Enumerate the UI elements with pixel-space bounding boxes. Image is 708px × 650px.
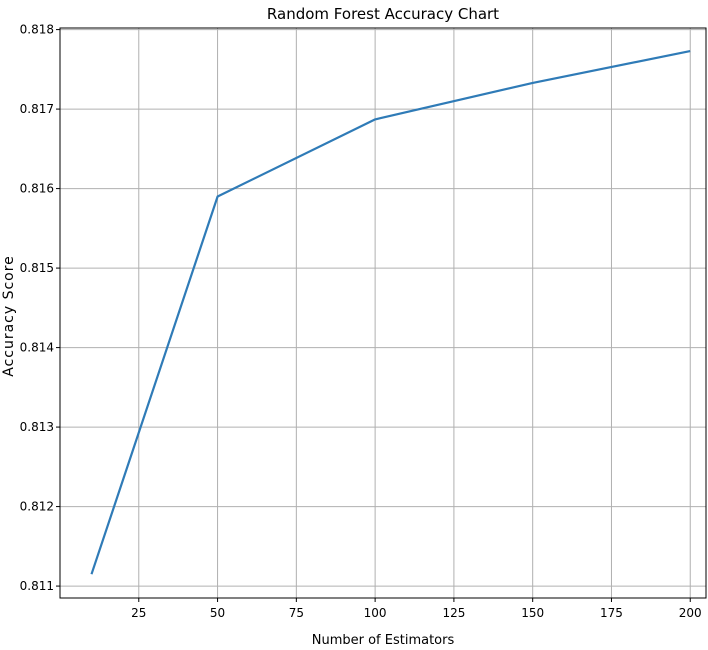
y-tick-label: 0.818 — [20, 23, 54, 37]
grid-lines — [60, 28, 706, 598]
x-tick-label: 100 — [364, 606, 387, 620]
series-layer — [90, 50, 691, 575]
y-tick-label: 0.817 — [20, 102, 54, 116]
y-tick-label: 0.812 — [20, 500, 54, 514]
x-tick-label: 125 — [442, 606, 465, 620]
x-tick-label: 150 — [521, 606, 544, 620]
accuracy-series-line — [90, 50, 691, 575]
x-tick-label: 175 — [600, 606, 623, 620]
x-tick-label: 200 — [679, 606, 702, 620]
x-axis-label: Number of Estimators — [312, 633, 455, 648]
x-axis-ticks: 25 50 75 100 125 150 175 200 — [131, 598, 702, 620]
chart-title: Random Forest Accuracy Chart — [267, 5, 499, 23]
x-tick-label: 75 — [289, 606, 304, 620]
y-tick-label: 0.816 — [20, 182, 54, 196]
y-tick-label: 0.813 — [20, 420, 54, 434]
y-axis-ticks: 0.811 0.812 0.813 0.814 0.815 0.816 0.817 0.818 — [20, 23, 60, 593]
x-tick-label: 25 — [131, 606, 146, 620]
y-axis-label: Accuracy Score — [1, 255, 17, 377]
y-tick-label: 0.815 — [20, 261, 54, 275]
y-tick-label: 0.811 — [20, 579, 54, 593]
plot-area-frame — [59, 27, 707, 599]
y-tick-label: 0.814 — [20, 341, 54, 355]
x-tick-label: 50 — [210, 606, 225, 620]
